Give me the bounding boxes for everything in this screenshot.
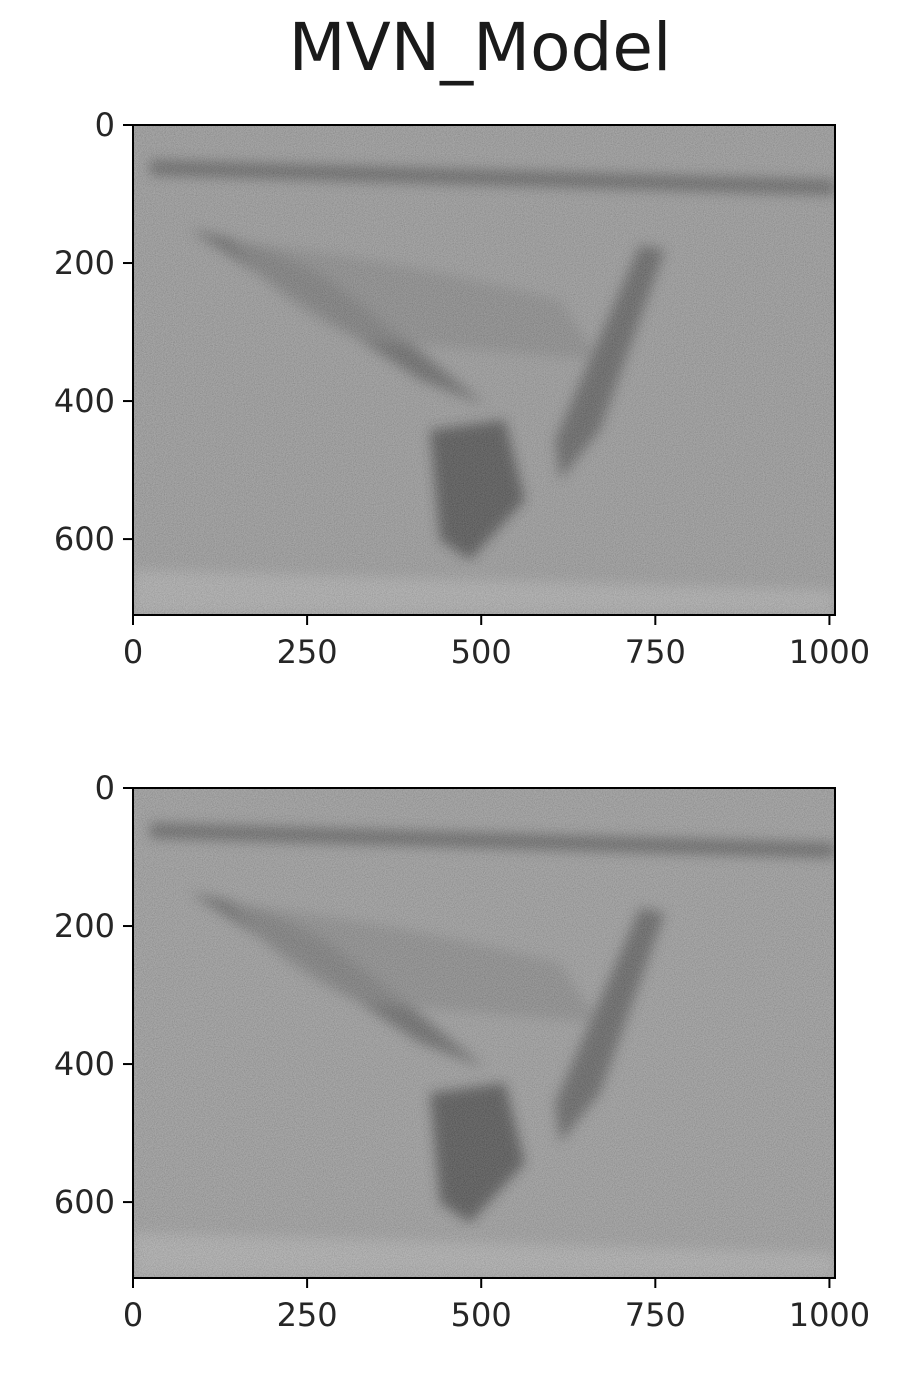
x-tick-label: 250 <box>277 633 338 671</box>
y-tick-label: 0 <box>95 769 115 807</box>
axes-frame-top <box>132 124 836 616</box>
figure-title: MVN_Model <box>288 9 672 86</box>
x-tick-label: 250 <box>277 1296 338 1334</box>
axes-frame-bottom <box>132 787 836 1279</box>
x-tick-label: 1000 <box>789 1296 870 1334</box>
sonar-image-bottom <box>133 788 835 1278</box>
y-tick-label: 200 <box>54 244 115 282</box>
y-tick-label: 400 <box>54 382 115 420</box>
y-tick-label: 600 <box>54 520 115 558</box>
x-tick-label: 750 <box>625 1296 686 1334</box>
y-ticks-bottom: 0 200 400 600 <box>54 769 133 1221</box>
y-tick-label: 200 <box>54 907 115 945</box>
sonar-image-top <box>133 125 835 615</box>
x-tick-label: 1000 <box>789 633 870 671</box>
x-tick-label: 500 <box>451 633 512 671</box>
y-tick-label: 400 <box>54 1045 115 1083</box>
x-tick-label: 750 <box>625 633 686 671</box>
y-tick-label: 600 <box>54 1183 115 1221</box>
image-axes-bottom: 0 250 500 750 1000 0 200 400 600 <box>54 769 870 1334</box>
x-ticks-bottom: 0 250 500 750 1000 <box>123 1278 870 1334</box>
image-panel-bottom: 0 250 500 750 1000 0 200 400 600 <box>0 763 900 1383</box>
x-tick-label: 0 <box>123 633 143 671</box>
x-ticks-top: 0 250 500 750 1000 <box>123 615 870 671</box>
x-tick-label: 0 <box>123 1296 143 1334</box>
image-axes-top: 0 250 500 750 1000 0 200 400 600 <box>54 106 870 671</box>
image-panel-top: 0 250 500 750 1000 0 200 400 600 <box>0 100 900 720</box>
x-tick-label: 500 <box>451 1296 512 1334</box>
y-ticks-top: 0 200 400 600 <box>54 106 133 558</box>
y-tick-label: 0 <box>95 106 115 144</box>
